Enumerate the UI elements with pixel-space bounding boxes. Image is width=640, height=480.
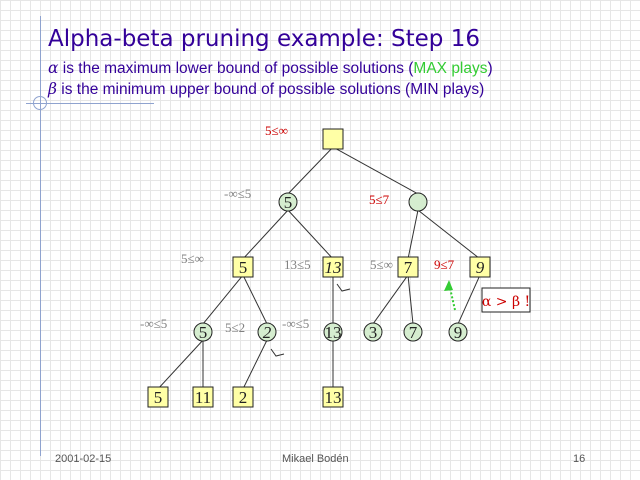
decoration-circle xyxy=(33,96,47,110)
bound-label: 5≤∞ xyxy=(181,251,204,266)
bound-label: 5≤2 xyxy=(225,320,245,335)
alpha-symbol: α xyxy=(48,59,59,77)
tree-node-box xyxy=(469,256,491,278)
tree-node-circle xyxy=(323,322,343,342)
tree-edge xyxy=(407,209,419,260)
tree-node-value: 3 xyxy=(369,323,378,342)
tree-node-value: 2 xyxy=(263,323,272,342)
bound-label: 5≤∞ xyxy=(265,123,288,138)
tree-node-box xyxy=(397,256,419,278)
footer-page-number: 16 xyxy=(573,453,586,465)
bound-label: 13≤5 xyxy=(284,257,311,272)
tree-node-box xyxy=(232,386,254,408)
bound-label: 5≤7 xyxy=(369,192,390,207)
tree-node-circle xyxy=(363,322,383,342)
alpha-definition-close: ) xyxy=(487,60,493,77)
bound-label: -∞≤5 xyxy=(140,316,167,331)
tree-node-circle xyxy=(403,322,423,342)
tree-node-value: 7 xyxy=(409,323,418,342)
tree-edge xyxy=(332,146,419,195)
bound-label: -∞≤5 xyxy=(224,186,251,201)
tree-node-value: 5 xyxy=(239,258,248,277)
tree-edge xyxy=(372,274,409,325)
tree-node-box xyxy=(322,128,344,150)
tree-edge xyxy=(157,339,204,390)
tree-node-value: 11 xyxy=(195,388,211,407)
tree-node-box xyxy=(322,256,344,278)
slide-title: Alpha-beta pruning example: Step 16 xyxy=(48,26,480,52)
cutoff-box xyxy=(481,287,531,313)
beta-definition-text: is the minimum upper bound of possible s… xyxy=(56,81,485,98)
bound-label: -∞≤5 xyxy=(282,316,309,331)
alpha-definition: α is the maximum lower bound of possible… xyxy=(48,59,493,78)
tree-node-value: 13 xyxy=(325,388,342,407)
beta-definition: β is the minimum upper bound of possible… xyxy=(48,80,484,99)
tree-node-box xyxy=(232,256,254,278)
tree-node-circle xyxy=(448,322,468,342)
tree-edge xyxy=(407,275,414,324)
bound-label: 9≤7 xyxy=(434,257,455,272)
tree-edge xyxy=(242,339,268,390)
cutoff-arrow-head xyxy=(444,280,453,291)
tree-edge xyxy=(287,146,334,195)
tree-node-value: 9 xyxy=(476,258,485,277)
tree-node-value: 5 xyxy=(154,388,163,407)
tree-edge xyxy=(242,209,289,260)
tree-node-value: 7 xyxy=(404,258,413,277)
title-decoration-line xyxy=(40,16,41,456)
tree-node-circle xyxy=(257,322,277,342)
tree-node-value: 13 xyxy=(325,323,342,342)
tree-node-circle xyxy=(408,192,428,212)
tree-node-circle xyxy=(278,192,298,212)
prune-mark xyxy=(270,348,285,357)
tree-node-circle xyxy=(193,322,213,342)
tree-node-value: 5 xyxy=(284,193,293,212)
max-plays-highlight: MAX plays xyxy=(413,60,488,77)
tree-node-value: 13 xyxy=(325,258,342,277)
prune-mark xyxy=(336,283,351,292)
tree-node-value: 9 xyxy=(454,323,463,342)
tree-node-value: 5 xyxy=(199,323,208,342)
tree-node-box xyxy=(192,386,214,408)
tree-node-value: 2 xyxy=(239,388,248,407)
cutoff-label: α > β ! xyxy=(482,294,530,310)
tree-edge xyxy=(417,209,481,260)
tree-edge xyxy=(287,209,334,260)
tree-edge xyxy=(242,274,268,325)
beta-symbol: β xyxy=(48,80,57,98)
tree-node-box xyxy=(147,386,169,408)
bound-label: 5≤∞ xyxy=(370,257,393,272)
tree-edge xyxy=(457,274,481,325)
footer-author: Mikael Bodén xyxy=(282,453,349,465)
subtitle-decoration-line xyxy=(26,103,154,104)
tree-edge xyxy=(202,274,244,325)
footer-date: 2001-02-15 xyxy=(55,453,112,465)
alpha-definition-text: is the maximum lower bound of possible s… xyxy=(58,60,414,77)
tree-node-box xyxy=(322,386,344,408)
cutoff-arrow-shaft xyxy=(449,287,456,311)
